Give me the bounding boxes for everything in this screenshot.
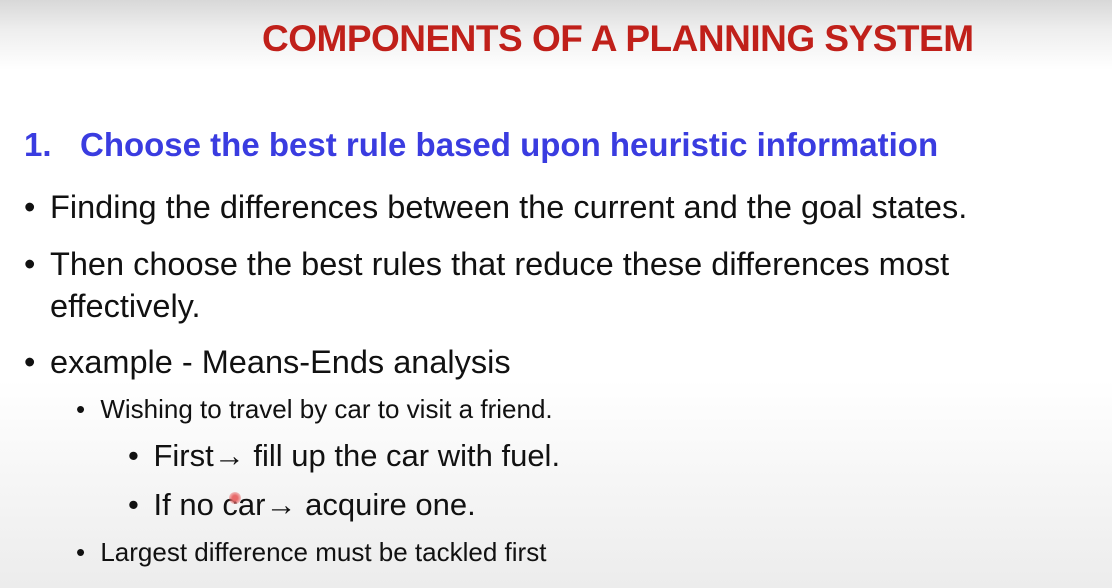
sub-bullet-item: • Largest difference must be tackled fir… xyxy=(76,537,546,568)
sub-sub-bullet-text: If no car→ acquire one. xyxy=(153,487,476,522)
slide-title: COMPONENTS OF A PLANNING SYSTEM xyxy=(262,18,974,59)
bullet-item: • Finding the differences between the cu… xyxy=(24,186,1104,228)
sub-bullet-item: • Wishing to travel by car to visit a fr… xyxy=(76,394,553,425)
bullet-dot: • xyxy=(24,246,36,282)
bullet-dot: • xyxy=(24,344,36,380)
bullet-text: Then choose the best rules that reduce t… xyxy=(50,246,950,324)
mouse-pointer-icon xyxy=(229,492,241,504)
sub-bullet-text: Wishing to travel by car to visit a frie… xyxy=(100,394,553,424)
numbered-heading: 1. Choose the best rule based upon heuris… xyxy=(24,126,938,164)
bullet-dot: • xyxy=(128,487,139,522)
sub-sub-bullet-text: First→ fill up the car with fuel. xyxy=(153,438,561,473)
heading-text: Choose the best rule based upon heuristi… xyxy=(80,126,939,163)
bullet-item: • example - Means-Ends analysis xyxy=(24,341,924,383)
sub-sub-bullet-item: • If no car→ acquire one. xyxy=(128,487,476,523)
sub-bullet-text: Largest difference must be tackled first xyxy=(100,537,547,567)
bullet-dot: • xyxy=(128,438,139,473)
bullet-dot: • xyxy=(76,537,86,567)
bullet-text: Finding the differences between the curr… xyxy=(50,189,968,225)
bullet-dot: • xyxy=(76,394,86,424)
heading-number: 1. xyxy=(24,126,52,163)
bullet-item: • Then choose the best rules that reduce… xyxy=(24,243,1084,327)
bullet-text: example - Means-Ends analysis xyxy=(50,344,511,380)
sub-sub-bullet-item: • First→ fill up the car with fuel. xyxy=(128,438,560,474)
bullet-dot: • xyxy=(24,189,36,225)
